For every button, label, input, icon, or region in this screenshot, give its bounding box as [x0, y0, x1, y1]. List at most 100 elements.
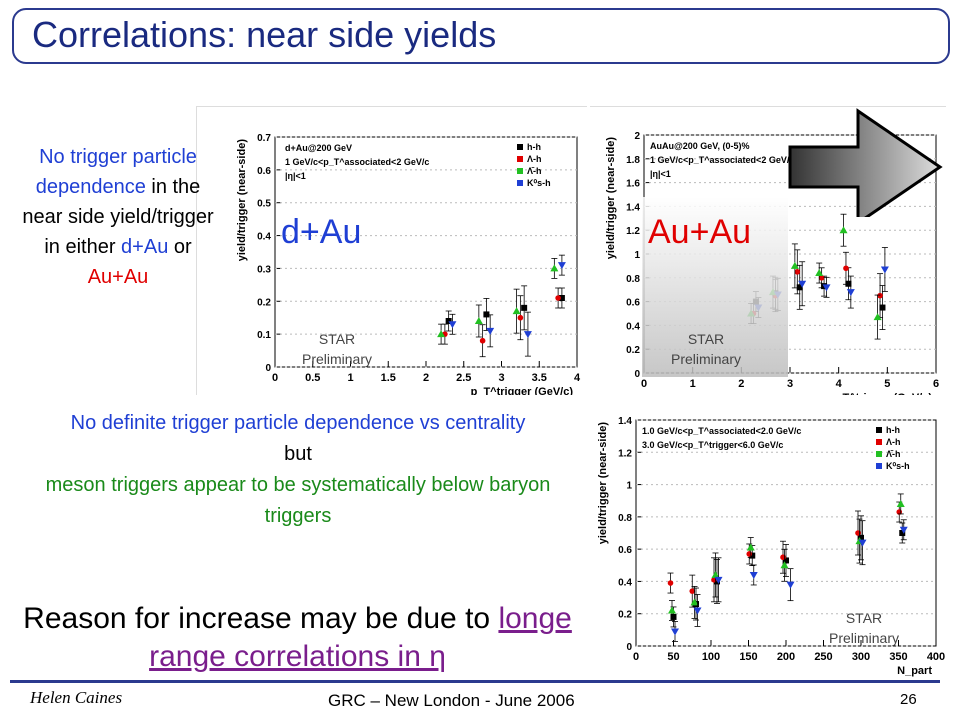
data-point-h-h	[879, 304, 886, 311]
x-tick-label: 250	[814, 651, 832, 663]
y-tick-label: 1.2	[618, 448, 632, 459]
legend-title: 1 GeV/c<p_T^associated<2 GeV/c	[650, 155, 794, 165]
x-tick-label: 2	[423, 372, 429, 384]
data-point-h-h	[858, 534, 864, 541]
y-tick-label: 0.6	[618, 545, 632, 556]
x-tick-label: 4	[836, 378, 843, 390]
y-tick-label: 0.6	[626, 298, 640, 309]
gradient-overlay	[642, 197, 788, 377]
x-tick-label: 350	[889, 651, 907, 663]
data-point-Λ̄-h	[780, 561, 789, 569]
x-tick-label: 3	[787, 378, 793, 390]
y-tick-label: 0.2	[626, 345, 640, 356]
legend-marker	[876, 439, 882, 445]
data-point-Λ̄-h	[815, 269, 824, 277]
data-point-h-h	[796, 284, 803, 291]
data-point-Λ̄-h	[746, 543, 755, 551]
legend-marker	[876, 451, 882, 457]
footer-conference: GRC – New London - June 2006	[328, 691, 575, 710]
data-point-K⁰s-h	[523, 331, 532, 339]
x-tick-label: 1.5	[381, 372, 396, 384]
data-point-h-h	[899, 530, 906, 536]
x-tick-label: 4	[574, 372, 581, 384]
note-left-highlight3: Au+Au	[87, 266, 149, 288]
data-point-Λ-h	[794, 269, 801, 275]
legend-title: |η|<1	[650, 169, 671, 179]
chart-dau: 0 0.5 1 1.5 2 2.5 3 3.5 4 0 0.1 0.2 0.3 0.4 0.5 0.6 0.7 p…	[236, 133, 581, 398]
data-point-h-h	[521, 304, 528, 311]
x-tick-label: 2.5	[456, 372, 471, 384]
data-point-Λ̄-h	[668, 606, 676, 614]
y-tick-label: 0	[634, 369, 640, 380]
y-axis-label: yield/trigger (near-side)	[605, 137, 617, 260]
page-title: Correlations: near side yields	[32, 14, 497, 55]
data-point-h-h	[483, 311, 490, 318]
data-point-K⁰s-h	[693, 607, 702, 615]
data-point-K⁰s-h	[798, 280, 807, 288]
chart-npart-panel: 0 50 100 150 200 250 300 350 400 0 0.2 0.4 0.6 0.8 1 1.…	[586, 398, 946, 678]
x-tick-label: 3.5	[532, 372, 547, 384]
y-axis-label: yield/trigger (near-side)	[597, 422, 609, 545]
note-left-line2: in the near side yield/trigger in either	[22, 176, 214, 258]
data-point-K⁰s-h	[448, 321, 457, 329]
legend-entry: h-h	[527, 142, 541, 152]
y-tick-label: 0.3	[257, 264, 271, 275]
data-point-h-h	[714, 578, 720, 585]
data-point-Λ̄-h	[550, 264, 559, 272]
data-point-Λ-h	[517, 314, 524, 321]
data-point-h-h	[749, 552, 756, 559]
legend-marker	[517, 180, 523, 186]
legend-marker	[876, 463, 882, 469]
data-point-K⁰s-h	[714, 576, 723, 584]
data-point-K⁰s-h	[557, 262, 566, 270]
data-point-Λ-h	[818, 275, 825, 281]
y-tick-label: 0.2	[618, 610, 632, 621]
data-point-h-h	[783, 557, 789, 564]
data-point-K⁰s-h	[786, 581, 795, 589]
dau-label: d+Au	[281, 213, 362, 251]
y-tick-label: 1	[626, 481, 632, 492]
x-tick-label: 50	[667, 651, 679, 663]
x-axis-label: p_T^trigger (GeV/c)	[471, 386, 574, 395]
reason-prefix: Reason for increase may be due to	[23, 602, 499, 635]
note-mid: No definite trigger particle dependence …	[18, 408, 578, 532]
x-tick-label: 300	[852, 651, 870, 663]
y-tick-label: 0.5	[257, 199, 271, 210]
y-tick-label: 0	[265, 363, 271, 374]
y-tick-label: 2	[634, 131, 640, 142]
x-tick-label: 1	[347, 372, 353, 384]
legend-marker	[517, 144, 523, 150]
title-frame: Correlations: near side yields	[12, 8, 950, 64]
data-point-K⁰s-h	[671, 628, 679, 636]
y-tick-label: 1.4	[618, 416, 632, 427]
data-point-Λ̄-h	[474, 317, 483, 324]
data-point-Λ̄-h	[512, 307, 521, 315]
y-axis-label: yield/trigger (near-side)	[236, 139, 248, 262]
data-point-Λ̄-h	[839, 226, 848, 234]
y-tick-label: 0.7	[257, 133, 271, 144]
x-tick-label: 2	[738, 378, 744, 390]
data-point-h-h	[445, 318, 452, 324]
legend-entry: Λ̄-h	[527, 166, 542, 176]
y-tick-label: 0.8	[618, 513, 632, 524]
note-mid-line1: No definite trigger particle dependence …	[70, 412, 526, 434]
y-tick-label: 1.6	[626, 179, 640, 190]
legend-title: d+Au@200 GeV	[285, 143, 352, 153]
data-point-K⁰s-h	[880, 266, 889, 274]
note-left-highlight2: d+Au	[121, 236, 169, 258]
data-point-K⁰s-h	[749, 571, 758, 579]
watermark-dau: STAR Preliminary	[301, 331, 372, 367]
y-tick-label: 0.4	[618, 577, 632, 588]
data-point-Λ-h	[877, 292, 883, 299]
x-tick-label: 0.5	[305, 372, 320, 384]
x-tick-label: 0	[272, 372, 278, 384]
note-mid-line2: but	[284, 443, 312, 465]
y-tick-label: 1.4	[626, 202, 640, 213]
y-tick-label: 0.4	[626, 321, 640, 332]
legend-title: 3.0 GeV/c<p_T^trigger<6.0 GeV/c	[642, 440, 783, 450]
legend-title: 1.0 GeV/c<p_T^associated<2.0 GeV/c	[642, 426, 801, 436]
y-tick-label: 1.2	[626, 226, 640, 237]
x-tick-label: 200	[777, 651, 795, 663]
legend-title: |η|<1	[285, 171, 306, 181]
data-point-h-h	[670, 613, 677, 620]
